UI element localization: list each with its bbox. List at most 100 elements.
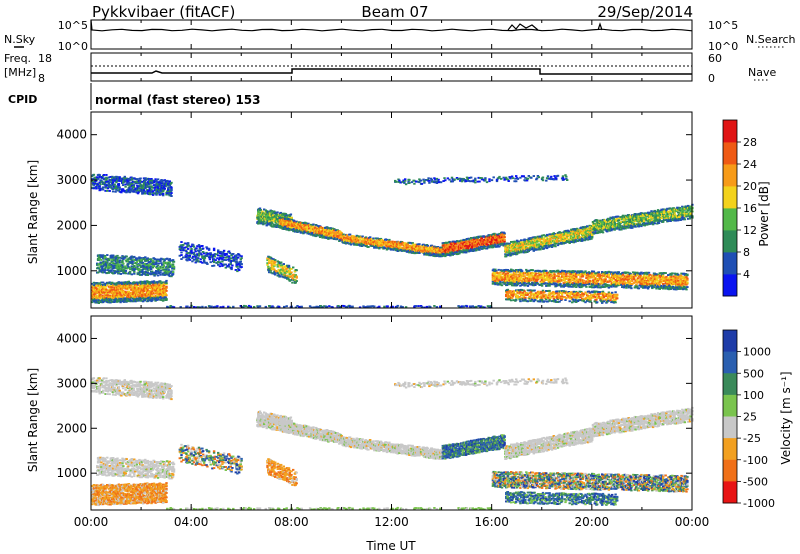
power-cell [98, 263, 101, 266]
power-cell [301, 224, 304, 227]
power-cell [91, 282, 94, 285]
power-cell [104, 177, 107, 180]
power-cell [303, 223, 306, 226]
power-cell [302, 228, 305, 230]
power-cell [182, 247, 185, 250]
power-cell [306, 224, 309, 227]
power-cell [240, 255, 243, 258]
power-cell [124, 183, 127, 186]
power-cell [99, 187, 102, 190]
power-cell [108, 292, 111, 295]
power-cell [197, 250, 201, 252]
power-cell [218, 261, 222, 264]
power-cell [109, 284, 112, 287]
power-cell [188, 255, 192, 258]
power-cell [224, 263, 227, 266]
power-cell [99, 289, 102, 292]
power-cell [127, 290, 131, 293]
power-cell [111, 286, 114, 289]
power-cell [199, 258, 202, 261]
power-cell [100, 263, 103, 266]
power-cell [96, 271, 100, 274]
power-cell [118, 186, 121, 189]
power-cell [95, 291, 98, 294]
power-cell [221, 253, 224, 256]
power-cell [147, 183, 151, 186]
power-cell [319, 235, 323, 238]
power-cell [134, 189, 137, 192]
power-cell [135, 285, 138, 287]
power-cell [182, 244, 185, 246]
power-cell [141, 268, 144, 271]
power-cell [91, 180, 94, 183]
power-cell [146, 259, 149, 262]
power-cell [222, 259, 226, 261]
power-cell [227, 265, 231, 268]
power-cell [121, 264, 124, 266]
power-cell [121, 299, 125, 302]
power-cell [275, 215, 278, 218]
power-cell [642, 220, 646, 222]
power-cell [116, 254, 119, 257]
power-cell [118, 176, 121, 179]
power-cell [139, 177, 142, 180]
power-cell [316, 227, 319, 230]
power-cell [118, 298, 121, 301]
power-cell [263, 222, 267, 225]
power-cell [105, 288, 108, 291]
power-cell [207, 248, 211, 251]
power-cell [151, 259, 155, 262]
power-cell [167, 259, 171, 262]
power-cell [141, 300, 145, 303]
power-cell [136, 181, 140, 184]
power-cell [99, 285, 102, 287]
power-cell [153, 261, 156, 264]
power-cell [166, 257, 169, 260]
power-cell [156, 181, 159, 184]
power-cell [130, 265, 133, 268]
power-cell [132, 266, 135, 268]
power-cell [202, 247, 205, 250]
power-cell [162, 287, 165, 290]
power-cell [165, 193, 168, 196]
power-cell [130, 284, 133, 287]
power-cell [162, 192, 165, 195]
power-cell [167, 269, 171, 272]
power-cell [129, 283, 132, 286]
power-cell [92, 297, 96, 300]
power-cell [110, 254, 113, 257]
power-cell [107, 264, 110, 266]
power-cell [131, 180, 135, 183]
power-cell [294, 223, 298, 226]
power-cell [139, 183, 142, 186]
power-cell [124, 178, 127, 181]
power-cell [144, 259, 148, 262]
power-cell [289, 213, 293, 216]
power-cell [146, 295, 149, 298]
power-cell [137, 190, 141, 193]
power-cell [155, 272, 158, 275]
figure-title: Pykkvibaer (fitACF) [92, 3, 235, 21]
power-cell [148, 299, 151, 302]
power-cell [197, 254, 201, 257]
power-cell [162, 186, 166, 188]
power-cell [151, 261, 155, 264]
power-cell [158, 286, 161, 289]
power-cell [298, 228, 301, 231]
power-cell [219, 250, 222, 253]
power-cell [209, 252, 212, 255]
power-cell [108, 183, 111, 186]
power-cell [115, 283, 118, 286]
power-cell [112, 290, 116, 293]
power-cell [212, 255, 215, 258]
power-cell [313, 226, 317, 229]
power-cell [169, 263, 172, 266]
power-cell [162, 268, 166, 271]
power-cell [110, 298, 113, 300]
power-cell [100, 295, 103, 298]
power-cell [148, 188, 151, 190]
power-cell [142, 267, 145, 270]
power-cell [167, 189, 170, 191]
power-cell [206, 254, 209, 257]
power-cell [134, 187, 137, 190]
